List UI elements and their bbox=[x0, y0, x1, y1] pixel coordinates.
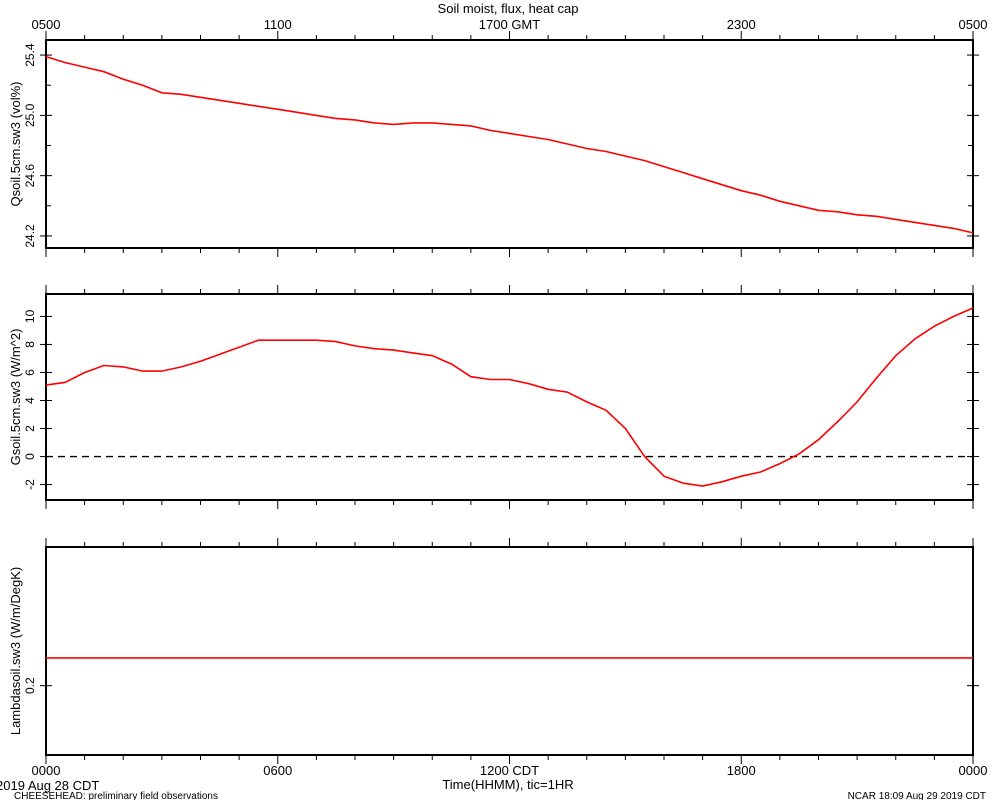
plot-frame bbox=[45, 546, 974, 756]
x-top-tick-label: 0500 bbox=[32, 17, 61, 32]
x-top-tick-label: 1700 GMT bbox=[479, 17, 540, 32]
y-tick-label: 24.2 bbox=[23, 224, 37, 248]
series-line bbox=[45, 55, 974, 234]
x-tick-label: 0000 bbox=[959, 763, 988, 778]
y-tick-label: 8 bbox=[23, 341, 37, 348]
x-top-tick-label: 2300 bbox=[727, 17, 756, 32]
series-line bbox=[45, 307, 974, 487]
x-tick-label: 1200 CDT bbox=[480, 763, 539, 778]
y-tick-label: 4 bbox=[23, 397, 37, 404]
y-tick-label: 0.2 bbox=[23, 677, 37, 694]
x-tick-label: 0600 bbox=[263, 763, 292, 778]
x-tick-label: 0000 bbox=[32, 763, 61, 778]
plot-frame bbox=[45, 39, 974, 249]
y-axis-label: Gsoil.5cm.sw3 (W/m^2) bbox=[8, 329, 23, 466]
y-tick-label: 25.0 bbox=[23, 103, 37, 127]
y-tick-label: 0 bbox=[23, 453, 37, 460]
y-axis-label: Lambdasoil.sw3 (W/m/DegK) bbox=[8, 567, 23, 735]
footer-right-note: NCAR 18:09 Aug 29 2019 CDT bbox=[848, 791, 986, 800]
moisture-panel: 24.2 24.6 25.0 25.4 Qsoil.5cm.sw3 (vol%) 0500… bbox=[8, 17, 987, 257]
y-tick-label: 10 bbox=[23, 309, 37, 323]
date-label: 2019 Aug 28 CDT bbox=[0, 778, 99, 793]
y-tick-label: 25.4 bbox=[23, 43, 37, 67]
x-top-tick-label: 1100 bbox=[264, 17, 292, 32]
y-tick-label: 6 bbox=[23, 369, 37, 376]
y-axis-label: Qsoil.5cm.sw3 (vol%) bbox=[8, 82, 23, 207]
chart-title: Soil moist, flux, heat cap bbox=[438, 1, 579, 16]
y-tick-label: 2 bbox=[23, 425, 37, 432]
x-top-tick-label: 0500 bbox=[959, 17, 988, 32]
x-tick-label: 1800 bbox=[727, 763, 756, 778]
plot-frame bbox=[45, 293, 974, 501]
y-tick-label: 24.6 bbox=[23, 164, 37, 188]
x-axis-label: Time(HHMM), tic=1HR bbox=[442, 777, 573, 792]
y-tick-label: -2 bbox=[23, 479, 37, 490]
footer-left-note: CHEESEHEAD: preliminary field observatio… bbox=[14, 791, 218, 800]
